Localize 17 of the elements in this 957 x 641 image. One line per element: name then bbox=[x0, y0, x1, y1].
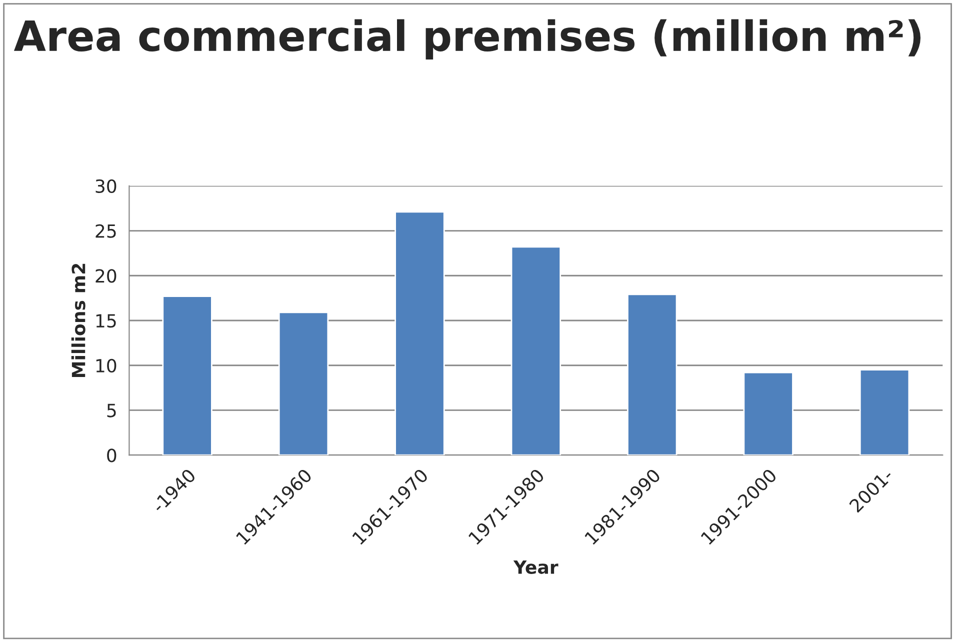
y-axis-title: Millions m2 bbox=[71, 264, 86, 378]
bar bbox=[394, 211, 445, 456]
x-axis-title: Year bbox=[513, 560, 558, 574]
chart-title: Area commercial premises (million m²) bbox=[14, 19, 920, 60]
bar bbox=[859, 369, 910, 456]
bar bbox=[510, 246, 562, 456]
y-tick-label: 5 bbox=[107, 404, 116, 418]
y-tick-label: 30 bbox=[96, 179, 116, 194]
bar bbox=[162, 296, 212, 456]
bar bbox=[743, 372, 794, 456]
y-tick-label: 20 bbox=[96, 269, 116, 283]
y-tick-label: 25 bbox=[96, 224, 116, 238]
bar bbox=[627, 294, 678, 456]
y-tick-label: 0 bbox=[107, 448, 116, 462]
y-tick-label: 10 bbox=[96, 358, 116, 372]
y-tick-label: 15 bbox=[96, 314, 116, 328]
bar bbox=[278, 312, 329, 456]
